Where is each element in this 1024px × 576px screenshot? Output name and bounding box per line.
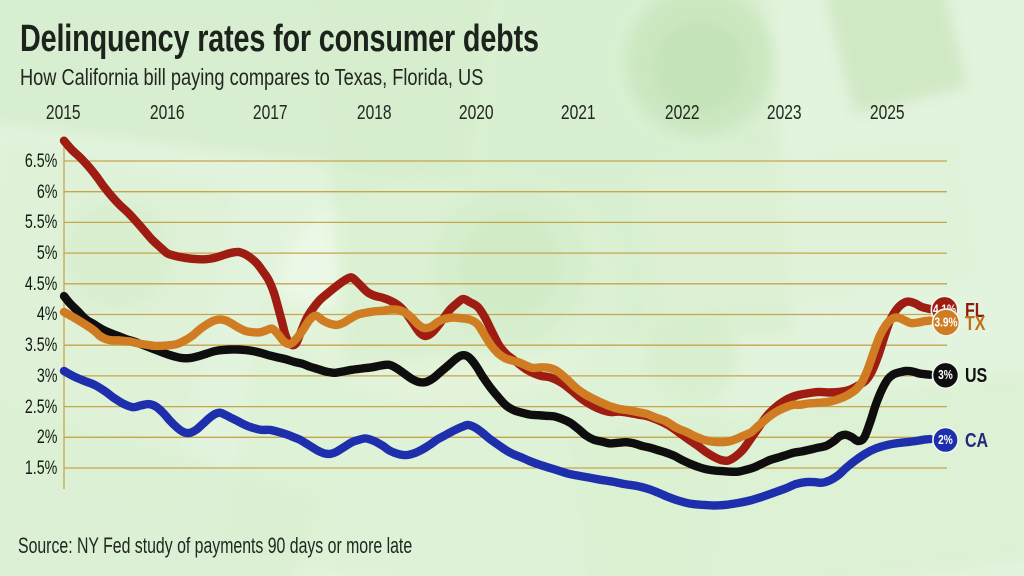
svg-text:FL: FL xyxy=(965,299,985,321)
svg-text:2%: 2% xyxy=(938,433,953,447)
svg-text:TX: TX xyxy=(965,312,985,334)
svg-text:3%: 3% xyxy=(938,368,953,382)
svg-text:3.9%: 3.9% xyxy=(934,315,958,329)
svg-text:CA: CA xyxy=(965,429,988,451)
svg-text:US: US xyxy=(965,364,987,386)
